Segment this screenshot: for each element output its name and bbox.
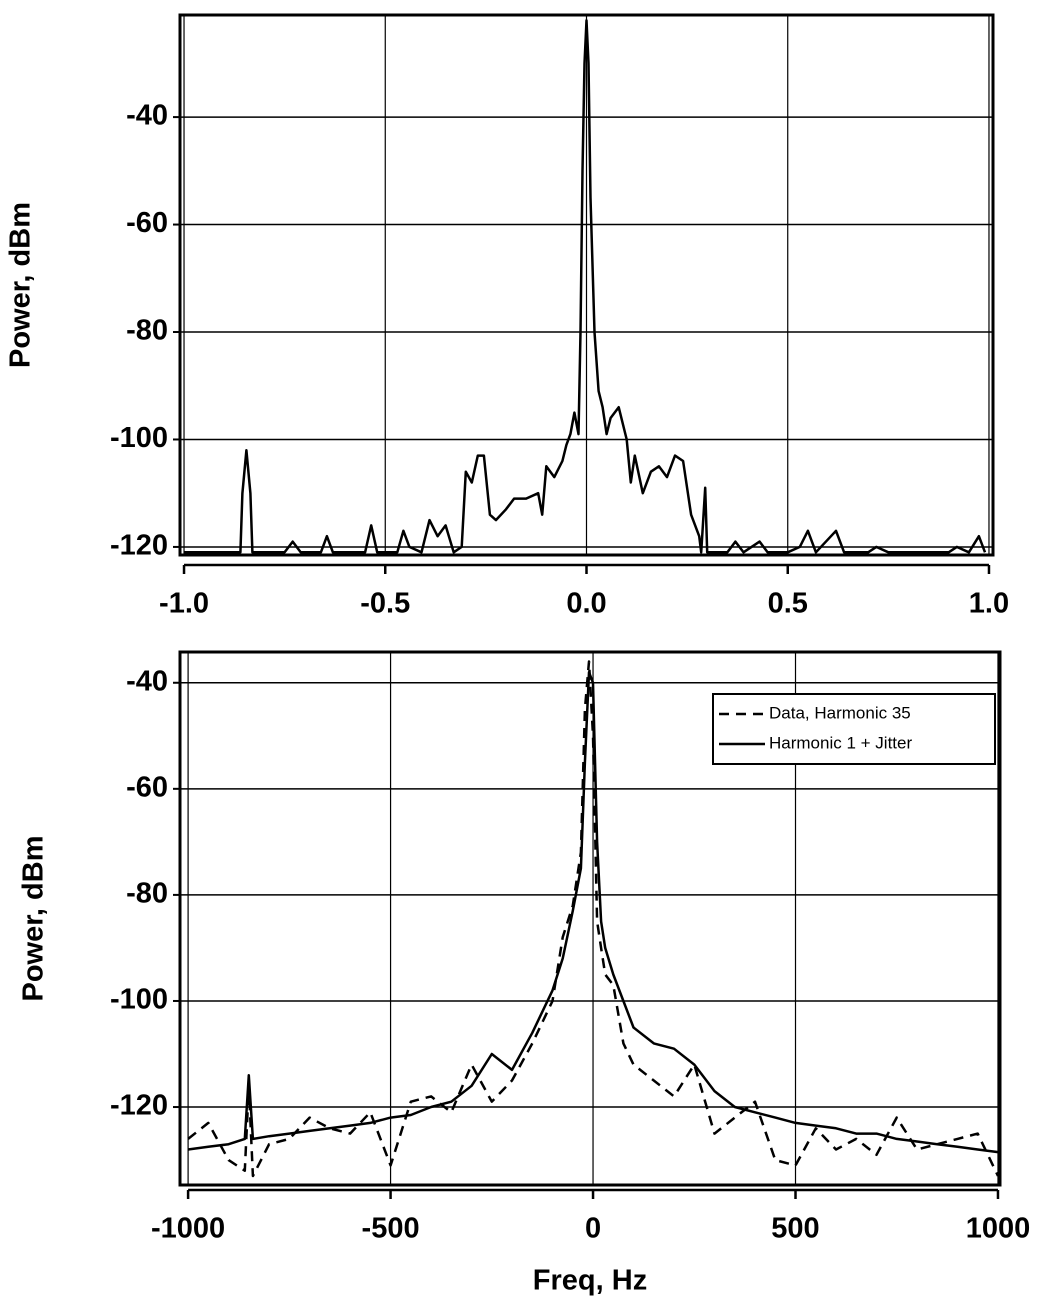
x-tick-label: -500 bbox=[362, 1213, 420, 1245]
y-tick-label: -80 bbox=[126, 315, 168, 347]
y-tick-label: -60 bbox=[126, 207, 168, 239]
x-tick-label: -1.0 bbox=[159, 588, 209, 620]
x-tick-label: 0.0 bbox=[566, 588, 606, 620]
y-tick-label: -100 bbox=[110, 422, 168, 454]
x-tick-label: 1.0 bbox=[969, 588, 1009, 620]
legend-label: Harmonic 1 + Jitter bbox=[769, 733, 912, 752]
x-axis-label: Freq, Hz bbox=[533, 1265, 647, 1297]
y-tick-label: -120 bbox=[110, 530, 168, 562]
x-tick-label: -1000 bbox=[151, 1213, 225, 1245]
x-tick-label: 500 bbox=[771, 1213, 819, 1245]
data-line bbox=[187, 670, 999, 1154]
data-line bbox=[184, 19, 987, 554]
y-tick-label: -40 bbox=[126, 665, 168, 697]
legend-box bbox=[712, 693, 996, 765]
x-tick-label: -0.5 bbox=[360, 588, 410, 620]
x-tick-label: 0.5 bbox=[768, 588, 808, 620]
plot-frame bbox=[178, 13, 995, 557]
x-tick-label: 0 bbox=[585, 1213, 601, 1245]
y-tick-label: -40 bbox=[126, 100, 168, 132]
legend-label: Data, Harmonic 35 bbox=[769, 703, 911, 722]
plot-frame bbox=[178, 650, 1002, 1187]
y-tick-label: -60 bbox=[126, 771, 168, 803]
y-tick-label: -80 bbox=[126, 878, 168, 910]
y-tick-label: -120 bbox=[110, 1090, 168, 1122]
y-tick-label: -100 bbox=[110, 984, 168, 1016]
data-line bbox=[187, 660, 1000, 1178]
x-tick-label: 1000 bbox=[966, 1213, 1031, 1245]
y-axis-label: Power, dBm bbox=[18, 836, 50, 1002]
y-axis-label: Power, dBm bbox=[5, 202, 37, 368]
